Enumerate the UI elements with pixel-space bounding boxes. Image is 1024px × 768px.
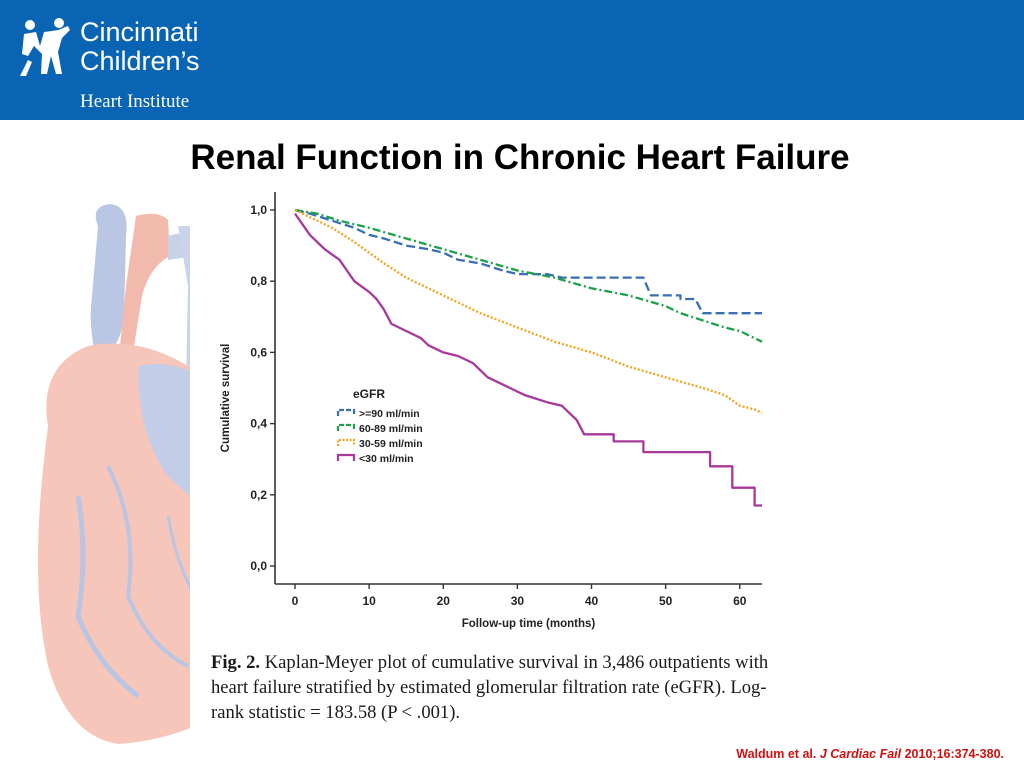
legend-label-3: 30-59 ml/min [359, 438, 423, 450]
legend-label-2: 60-89 ml/min [359, 423, 423, 435]
y-tick-label: 0,8 [250, 274, 267, 288]
series-line-2 [294, 208, 763, 343]
logo-text-line3: Heart Institute [80, 91, 190, 112]
citation-authors: Waldum et al. [736, 747, 817, 761]
header-bar: Cincinnati Children’s Heart Institute [0, 0, 1024, 120]
series-line-4 [294, 212, 762, 507]
legend-swatch-3 [336, 438, 356, 446]
figure-panel: 0 10 20 30 40 50 60 0,0 0,2 0,4 0,6 0,8 1,0 Follow-up… [190, 188, 785, 740]
citation-details: 2010;16:374-380. [904, 747, 1004, 761]
children-figure-icon [20, 18, 70, 76]
series-line-1 [294, 208, 762, 315]
legend-swatch-1 [336, 408, 356, 416]
logo-text-line1: Cincinnati [80, 17, 199, 47]
y-axis-label: Cumulative survival [220, 344, 232, 453]
figure-caption: Fig. 2. Kaplan-Meyer plot of cumulative … [211, 650, 781, 725]
cincinnati-childrens-logo[interactable]: Cincinnati Children’s Heart Institute [18, 14, 248, 114]
caption-label: Fig. 2. [211, 652, 261, 673]
citation-journal: J Cardiac Fail [819, 747, 902, 761]
x-tick-label: 10 [362, 594, 376, 608]
legend-swatch-2 [336, 423, 356, 431]
x-tick-label: 60 [733, 594, 747, 608]
x-tick-label: 20 [437, 594, 451, 608]
y-tick-label: 0,4 [250, 417, 267, 431]
caption-text: Kaplan-Meyer plot of cumulative survival… [211, 652, 769, 723]
y-tick-label: 1,0 [250, 203, 267, 217]
y-tick-label: 0,2 [250, 488, 267, 502]
x-tick-label: 30 [511, 594, 525, 608]
slide-title: Renal Function in Chronic Heart Failure [190, 138, 850, 177]
survival-chart: 0 10 20 30 40 50 60 0,0 0,2 0,4 0,6 0,8 1,0 Follow-up… [220, 192, 763, 630]
heart-illustration [38, 204, 218, 744]
y-tick-label: 0,0 [250, 559, 267, 573]
y-tick-label: 0,6 [250, 345, 267, 359]
x-tick-label: 0 [292, 594, 299, 608]
legend-swatch-4 [336, 453, 356, 461]
x-tick-label: 40 [585, 594, 599, 608]
legend-label-1: >=90 ml/min [359, 408, 420, 420]
series-line-3 [294, 208, 763, 414]
citation: Waldum et al. J Cardiac Fail 2010;16:374… [0, 747, 1004, 761]
x-tick-label: 50 [659, 594, 673, 608]
legend-title: eGFR [353, 387, 385, 401]
legend-label-4: <30 ml/min [359, 453, 414, 465]
logo-text-line2: Children’s [80, 46, 200, 76]
x-axis-label: Follow-up time (months) [462, 618, 596, 630]
